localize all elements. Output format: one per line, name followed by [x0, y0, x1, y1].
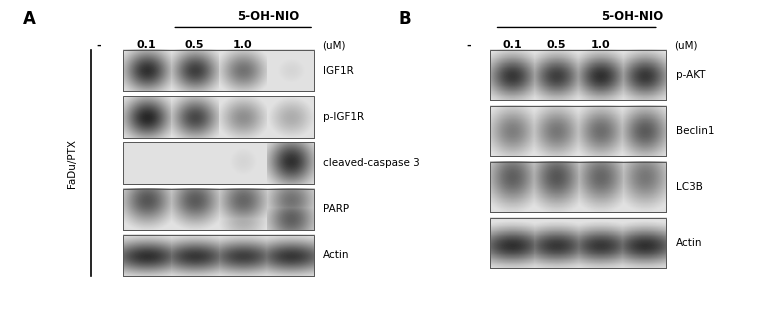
Bar [123, 142, 314, 184]
Bar [490, 50, 666, 100]
Text: 0.5: 0.5 [547, 40, 566, 50]
Text: PARP: PARP [323, 204, 349, 214]
Text: 1.0: 1.0 [591, 40, 611, 50]
Text: LC3B: LC3B [676, 182, 702, 192]
Text: 5-OH-NIO: 5-OH-NIO [237, 10, 300, 23]
Bar [123, 96, 314, 138]
Bar [490, 50, 666, 100]
Bar [490, 218, 666, 268]
Bar [123, 235, 314, 276]
Text: 0.1: 0.1 [502, 40, 522, 50]
Text: (uM): (uM) [322, 40, 345, 50]
Text: B: B [398, 10, 411, 28]
Bar [490, 162, 666, 212]
Text: p-AKT: p-AKT [676, 70, 705, 80]
Bar [123, 96, 314, 138]
Text: cleaved-caspase 3: cleaved-caspase 3 [323, 158, 420, 168]
Bar [490, 218, 666, 268]
Text: 5-OH-NIO: 5-OH-NIO [601, 10, 663, 23]
Bar [490, 106, 666, 156]
Bar [123, 50, 314, 91]
Bar [123, 50, 314, 91]
Text: p-IGF1R: p-IGF1R [323, 112, 365, 122]
Text: FaDu/PTX: FaDu/PTX [67, 139, 77, 188]
Text: Actin: Actin [676, 238, 702, 248]
Text: 0.5: 0.5 [185, 40, 204, 50]
Bar [123, 235, 314, 276]
Text: (uM): (uM) [674, 40, 698, 50]
Text: -: - [97, 40, 101, 50]
Text: A: A [23, 10, 36, 28]
Text: 1.0: 1.0 [232, 40, 252, 50]
Text: -: - [466, 40, 470, 50]
Bar [490, 162, 666, 212]
Bar [490, 106, 666, 156]
Bar [123, 189, 314, 230]
Text: Beclin1: Beclin1 [676, 126, 714, 136]
Text: IGF1R: IGF1R [323, 66, 354, 76]
Text: Actin: Actin [323, 251, 350, 260]
Bar [123, 189, 314, 230]
Text: 0.1: 0.1 [136, 40, 156, 50]
Bar [123, 142, 314, 184]
